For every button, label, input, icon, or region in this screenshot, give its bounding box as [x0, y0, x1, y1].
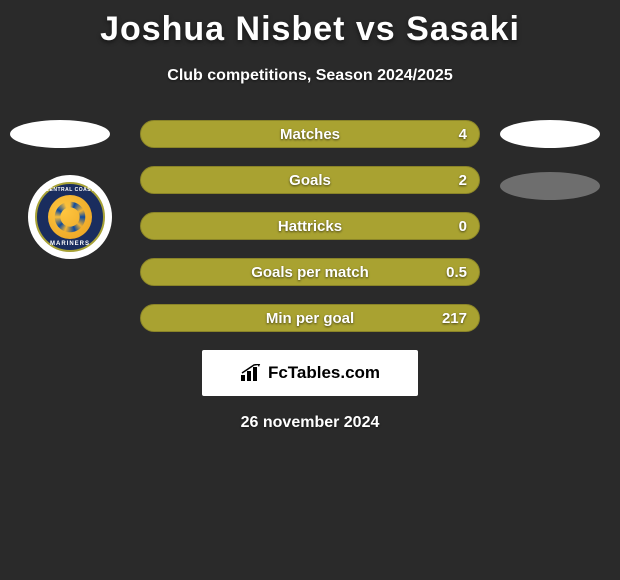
club-logo-inner: CENTRAL COAST MARINERS — [35, 182, 105, 252]
brand-box: FcTables.com — [202, 350, 418, 396]
club-logo-ball — [48, 195, 92, 239]
stat-row: Min per goal 217 — [140, 304, 480, 332]
brand-chart-icon — [240, 364, 262, 382]
stat-value: 217 — [442, 310, 467, 327]
stat-value: 0.5 — [446, 264, 467, 281]
player-left-marker — [10, 120, 110, 148]
club-logo: CENTRAL COAST MARINERS — [28, 175, 112, 259]
player-right-marker-2 — [500, 172, 600, 200]
stat-row: Matches 4 — [140, 120, 480, 148]
stat-rows: Matches 4 Goals 2 Hattricks 0 Goals per match 0… — [140, 120, 480, 332]
brand-text: FcTables.com — [268, 363, 380, 383]
stat-row: Hattricks 0 — [140, 212, 480, 240]
stat-label: Matches — [280, 126, 340, 143]
chart-area: CENTRAL COAST MARINERS Matches 4 Goals 2 Hat… — [0, 120, 620, 332]
stat-label: Goals per match — [251, 264, 369, 281]
stat-row: Goals 2 — [140, 166, 480, 194]
stat-label: Min per goal — [266, 310, 354, 327]
page-title: Joshua Nisbet vs Sasaki — [0, 0, 620, 49]
club-logo-bottom-text: MARINERS — [37, 241, 103, 247]
subtitle: Club competitions, Season 2024/2025 — [0, 67, 620, 85]
stat-value: 0 — [459, 218, 467, 235]
stat-value: 2 — [459, 172, 467, 189]
date-text: 26 november 2024 — [0, 414, 620, 432]
player-right-marker-1 — [500, 120, 600, 148]
club-logo-top-text: CENTRAL COAST — [37, 187, 103, 193]
stat-label: Hattricks — [278, 218, 342, 235]
stat-row: Goals per match 0.5 — [140, 258, 480, 286]
club-logo-swirl — [48, 195, 92, 239]
stat-label: Goals — [289, 172, 331, 189]
stat-value: 4 — [459, 126, 467, 143]
